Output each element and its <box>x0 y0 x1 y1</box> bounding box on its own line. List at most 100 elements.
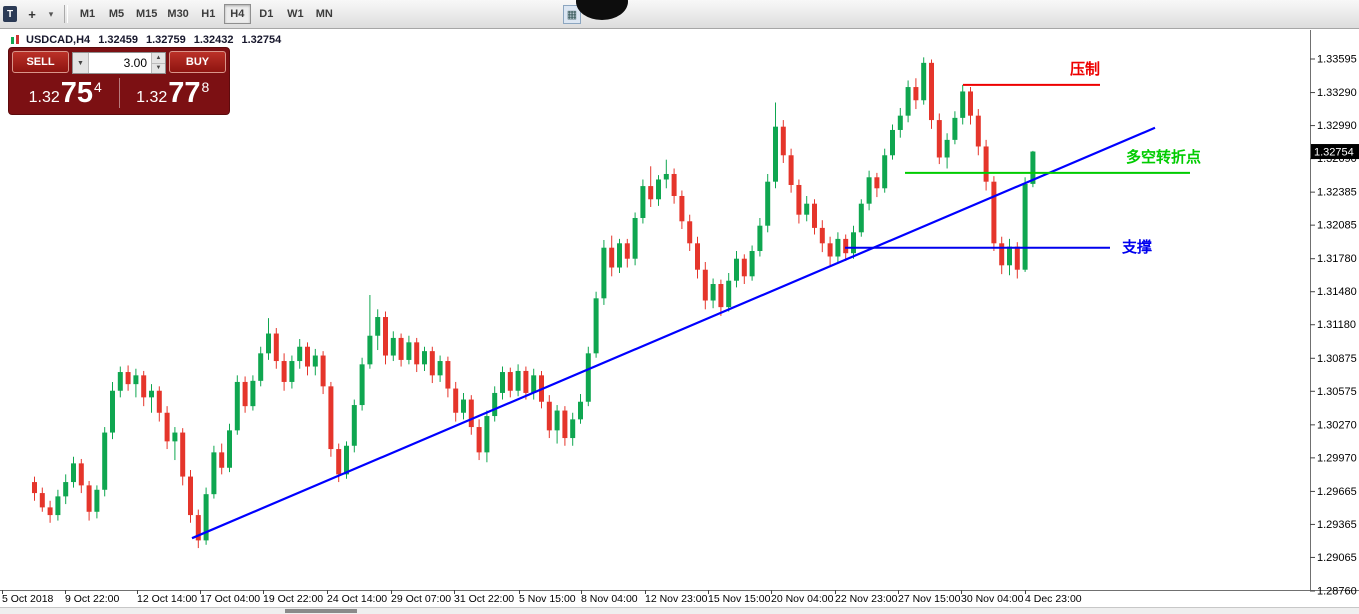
buy-button[interactable]: BUY <box>169 51 226 73</box>
screen-camera-notch <box>576 0 628 20</box>
date-axis-label: 29 Oct 07:00 <box>391 593 451 605</box>
candle-up <box>835 238 841 257</box>
candle-up <box>55 496 61 516</box>
timeframe-button-mn[interactable]: MN <box>311 4 338 24</box>
candle-up <box>726 280 732 308</box>
candle-down <box>983 146 989 182</box>
candle-down <box>398 337 404 360</box>
candle-up <box>117 372 123 391</box>
candle-down <box>609 247 615 268</box>
timeframe-button-h1[interactable]: H1 <box>195 4 222 24</box>
volume-increase-icon[interactable]: ▲ <box>152 53 165 64</box>
volume-decrease-icon[interactable]: ▼ <box>152 63 165 73</box>
candle-down <box>156 390 162 413</box>
candle-up <box>390 337 396 356</box>
price-axis-label: 1.32085 <box>1317 220 1357 232</box>
candle-up <box>765 181 771 226</box>
candle-down <box>562 410 568 439</box>
candle-down <box>687 221 693 244</box>
candle-up <box>297 346 303 362</box>
candle-up <box>804 203 810 215</box>
sell-price[interactable]: 1.32 75 4 <box>28 77 102 109</box>
app-icon[interactable]: T <box>3 6 17 22</box>
candle-up <box>632 217 638 259</box>
price-axis-label: 1.31480 <box>1317 286 1357 298</box>
date-axis-label: 31 Oct 22:00 <box>454 593 514 605</box>
volume-input[interactable]: 3.00 <box>123 56 147 70</box>
candle-down <box>702 269 708 301</box>
price-axis-label: 1.30575 <box>1317 386 1357 398</box>
crosshair-tool-icon[interactable]: + <box>28 6 36 22</box>
buy-price[interactable]: 1.32 77 8 <box>136 77 210 109</box>
candle-up <box>227 430 232 468</box>
candle-down <box>164 412 170 442</box>
candle-down <box>874 177 880 189</box>
candle-down <box>336 449 342 475</box>
price-axis-label: 1.32385 <box>1317 187 1357 199</box>
price-axis-label: 1.29970 <box>1317 452 1357 464</box>
candle-up <box>71 463 76 483</box>
timeframe-button-d1[interactable]: D1 <box>253 4 280 24</box>
candle-down <box>819 227 825 244</box>
candle-down <box>32 482 37 494</box>
candle-down <box>718 284 724 308</box>
candle-up <box>734 258 739 281</box>
candle-up <box>289 361 295 382</box>
ohlc-open-value: 1.32459 <box>98 33 138 46</box>
candle-up <box>234 381 240 431</box>
candle-up <box>258 353 264 381</box>
candle-down <box>968 91 973 116</box>
candle-up <box>585 353 591 402</box>
scrollbar-thumb[interactable] <box>285 609 357 613</box>
timeframe-button-m1[interactable]: M1 <box>74 4 101 24</box>
candle-up <box>94 489 100 512</box>
pivot-label: 多空转折点 <box>1126 148 1201 166</box>
volume-dropdown-icon[interactable]: ▼ <box>73 53 89 73</box>
candle-up <box>344 445 349 475</box>
candle-up <box>640 186 646 218</box>
window-panel-icon[interactable]: ▦ <box>563 5 581 24</box>
candle-up <box>905 87 911 116</box>
candle-down <box>47 507 53 516</box>
tool-dropdown-icon[interactable]: ▾ <box>48 8 54 19</box>
candle-up <box>858 203 864 233</box>
candle-up <box>367 335 373 365</box>
timeframe-button-m15[interactable]: M15 <box>132 4 161 24</box>
uptrend-line[interactable] <box>191 126 1156 540</box>
candle-down <box>648 186 654 200</box>
candle-up <box>656 179 661 200</box>
candle-up <box>749 251 755 277</box>
candle-up <box>250 380 256 407</box>
candle-down <box>141 375 147 398</box>
candle-down <box>78 463 84 486</box>
candle-up <box>1022 183 1028 270</box>
horizontal-scrollbar[interactable] <box>0 607 1359 614</box>
candle-down <box>414 342 420 365</box>
date-axis-label: 24 Oct 14:00 <box>327 593 387 605</box>
candle-up <box>601 247 607 299</box>
candle-down <box>125 372 131 385</box>
price-divider <box>118 78 120 108</box>
timeframe-button-m30[interactable]: M30 <box>163 4 192 24</box>
candle-down <box>507 372 513 391</box>
timeframe-button-m5[interactable]: M5 <box>103 4 130 24</box>
candle-down <box>273 333 279 362</box>
timeframe-button-h4[interactable]: H4 <box>223 4 251 24</box>
candle-down <box>788 155 794 185</box>
date-axis-label: 5 Nov 15:00 <box>519 593 576 605</box>
chart-icon <box>10 34 20 45</box>
candle-down <box>975 115 981 147</box>
candle-down <box>812 203 817 228</box>
timeframe-button-w1[interactable]: W1 <box>282 4 309 24</box>
candle-up <box>663 173 669 180</box>
current-price-label: 1.32754 <box>1314 147 1354 159</box>
price-axis-label: 1.29065 <box>1317 552 1357 564</box>
price-axis-label: 1.33290 <box>1317 87 1357 99</box>
current-price-badge <box>1311 144 1359 160</box>
sell-button[interactable]: SELL <box>12 51 69 73</box>
candle-up <box>960 91 966 118</box>
date-axis-label: 5 Oct 2018 <box>2 593 54 605</box>
candle-up <box>773 126 778 182</box>
chart-title-bar: USDCAD,H4 1.32459 1.32759 1.32432 1.3275… <box>10 33 281 46</box>
